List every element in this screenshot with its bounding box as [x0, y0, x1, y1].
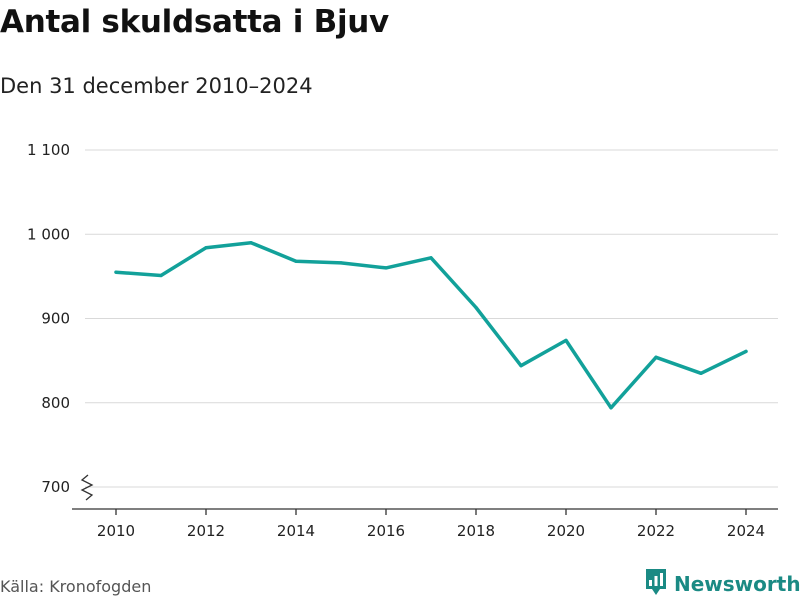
- data-point: [339, 261, 343, 265]
- data-point: [564, 338, 568, 343]
- data-point: [204, 246, 208, 250]
- y-tick-label: 1 000: [27, 225, 70, 243]
- data-point: [744, 349, 748, 353]
- gridlines: [80, 149, 778, 501]
- data-point: [654, 355, 658, 359]
- x-tick-label: 2010: [97, 522, 135, 540]
- x-tick-label: 2012: [187, 522, 225, 540]
- data-point: [519, 364, 523, 368]
- x-tick-label: 2022: [637, 522, 675, 540]
- y-tick-label: 800: [41, 394, 70, 412]
- x-tick-label: 2024: [727, 522, 765, 540]
- data-point: [249, 241, 253, 245]
- chart-subtitle: Den 31 december 2010–2024: [0, 74, 313, 98]
- data-point: [429, 256, 433, 260]
- data-point: [699, 371, 703, 375]
- x-axis: [72, 508, 778, 515]
- series-line: [114, 240, 748, 410]
- x-axis-tick-labels: 2010 2012 2014 2016 2018 2020 2022 2024: [97, 522, 765, 540]
- y-tick-label: 1 100: [27, 141, 70, 159]
- brand-name: Newsworthy: [674, 572, 800, 596]
- x-tick-label: 2020: [547, 522, 585, 540]
- data-point: [384, 266, 388, 270]
- data-point: [474, 305, 478, 310]
- newsworthy-logo[interactable]: Newsworthy: [644, 569, 800, 599]
- x-tick-label: 2014: [277, 522, 315, 540]
- source-note: Källa: Kronofogden: [0, 577, 152, 596]
- bar-chart-icon: [644, 567, 668, 601]
- series-layer: [114, 240, 748, 410]
- x-tick-label: 2016: [367, 522, 405, 540]
- axis-break-mark: [80, 474, 94, 501]
- data-point: [609, 406, 613, 410]
- y-axis-tick-labels: 700 800 900 1 000 1 100: [27, 141, 70, 496]
- chart-title: Antal skuldsatta i Bjuv: [0, 4, 389, 40]
- data-point: [114, 270, 118, 274]
- x-tick-label: 2018: [457, 522, 495, 540]
- data-point: [294, 259, 298, 263]
- y-tick-label: 900: [41, 310, 70, 328]
- data-point: [159, 273, 163, 278]
- y-tick-label: 700: [41, 478, 70, 496]
